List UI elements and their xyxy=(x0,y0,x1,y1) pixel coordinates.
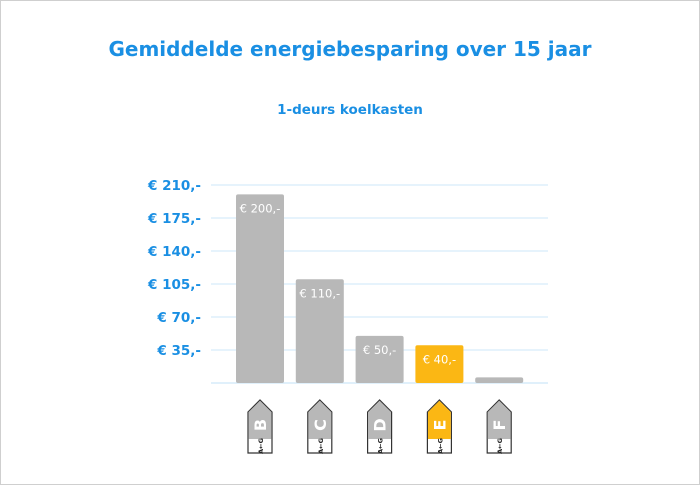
energy-label-fill xyxy=(308,400,332,439)
bar-C xyxy=(295,279,344,383)
energy-scale-label: A←G xyxy=(377,438,385,454)
bar-D xyxy=(355,335,404,383)
bar-B xyxy=(236,194,284,383)
data-label: € 40,- xyxy=(423,352,456,366)
category-label: D xyxy=(371,418,390,431)
y-tick-label: € 140,- xyxy=(147,244,201,260)
category-label: F xyxy=(490,420,509,431)
y-tick-label: € 35,- xyxy=(156,343,201,359)
energy-scale-label: A←G xyxy=(317,438,325,454)
y-tick-label: € 105,- xyxy=(147,277,201,293)
chart-subtitle: 1-deurs koelkasten xyxy=(277,102,423,118)
energy-scale-label: A←G xyxy=(257,438,265,454)
energy-label-fill xyxy=(487,400,511,439)
y-tick-label: € 175,- xyxy=(147,211,201,227)
energy-scale-label: A←G xyxy=(496,438,504,454)
data-label: € 200,- xyxy=(240,201,281,215)
bar-E xyxy=(415,345,464,383)
category-label: B xyxy=(251,419,270,431)
y-tick-label: € 70,- xyxy=(156,310,201,326)
data-label: € 110,- xyxy=(299,286,340,300)
energy-label-fill xyxy=(248,400,272,439)
category-label: C xyxy=(311,419,330,431)
category-label: E xyxy=(430,420,449,431)
energy-label-fill xyxy=(368,400,391,439)
y-tick-label: € 210,- xyxy=(147,178,201,194)
energy-scale-label: A←G xyxy=(436,438,444,454)
bar-F xyxy=(475,377,524,383)
energy-label-fill xyxy=(428,400,451,439)
data-label: € 50,- xyxy=(363,343,396,357)
chart-title: Gemiddelde energiebesparing over 15 jaar xyxy=(108,37,592,61)
